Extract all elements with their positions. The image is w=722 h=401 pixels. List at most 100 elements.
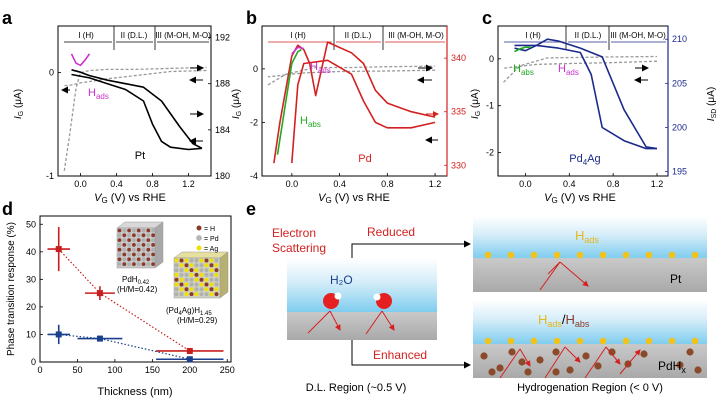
lattice-atom bbox=[199, 268, 204, 273]
electron-path bbox=[584, 346, 607, 379]
absorbed-h bbox=[566, 366, 574, 374]
pdhx-hads-habs-label: Hads/Habs bbox=[538, 312, 590, 329]
x-tick-label: 150 bbox=[145, 365, 160, 375]
lattice-atom bbox=[136, 262, 141, 266]
adsorbed-h bbox=[553, 337, 561, 345]
lattice-atom bbox=[146, 247, 151, 252]
lattice-atom bbox=[179, 277, 184, 282]
y-left-tick-label: -2 bbox=[486, 148, 494, 158]
lattice-atom bbox=[136, 257, 141, 262]
electron-path bbox=[307, 310, 331, 334]
enhanced-label: Enhanced bbox=[373, 348, 427, 362]
reduced-label: Reduced bbox=[367, 225, 415, 239]
adsorbed-h bbox=[668, 337, 676, 345]
electron-path bbox=[547, 261, 561, 275]
lattice-atom bbox=[132, 243, 136, 247]
y-tick-label: 40 bbox=[26, 247, 36, 257]
absorbed-h bbox=[694, 366, 702, 374]
lattice-atom bbox=[194, 258, 199, 263]
lattice-atom bbox=[122, 233, 127, 238]
panel-b-annotation-2: Habs bbox=[300, 115, 321, 129]
series-line-c-4 bbox=[514, 46, 531, 53]
y-right-tick-label: 180 bbox=[215, 171, 230, 181]
panel-d: d PdH0.42 (H/M=0.42) (Pd4Ag)H1.45 (H/M=0… bbox=[2, 199, 235, 398]
absorbed-h bbox=[686, 348, 694, 356]
panel-a: a I (H) II (D.L.) III (M-OH, M-O) 0.0 0.4… bbox=[2, 8, 230, 205]
absorbed-h bbox=[496, 364, 504, 372]
panel-a-region-1: I (H) bbox=[78, 31, 94, 40]
adsorbed-h bbox=[691, 337, 699, 345]
panel-a-annotation: Hads bbox=[88, 87, 109, 101]
absorbed-h bbox=[536, 356, 544, 364]
lattice-atom bbox=[179, 258, 184, 263]
lattice-atom bbox=[117, 257, 122, 262]
adsorbed-h bbox=[530, 337, 538, 345]
y-left-tick-label: -1 bbox=[486, 101, 494, 111]
panel-c-y2label: ISD (μA) bbox=[706, 87, 718, 121]
lattice-atom bbox=[151, 228, 156, 233]
x-tick-label: 0.8 bbox=[146, 179, 159, 189]
lattice-atom bbox=[127, 247, 131, 252]
hydrogenation-region-label: Hydrogenation Region (< 0 V) bbox=[517, 382, 663, 394]
panel-a-curves bbox=[62, 53, 207, 171]
panel-c-region-1: I (H) bbox=[525, 31, 541, 40]
lattice-atom bbox=[146, 262, 151, 266]
absorbed-h bbox=[488, 368, 496, 376]
series-line-b-3 bbox=[291, 59, 436, 164]
lattice-atom bbox=[194, 268, 199, 273]
pdhx-label: PdHx bbox=[658, 359, 686, 375]
lattice-atom bbox=[214, 292, 219, 297]
adsorbed-h bbox=[691, 251, 699, 259]
lattice-atom bbox=[189, 258, 194, 263]
legend-marker-pd bbox=[196, 235, 202, 241]
electron-scattering-title-1: Electron bbox=[272, 226, 316, 240]
y-right-tick-label: 188 bbox=[215, 79, 230, 89]
adsorbed-h bbox=[645, 337, 653, 345]
lattice-atom bbox=[146, 243, 151, 247]
pt-label: Pt bbox=[670, 272, 682, 286]
lattice-atom bbox=[174, 287, 179, 292]
lattice-atom bbox=[117, 228, 122, 233]
data-point bbox=[186, 356, 193, 363]
y-right-tick-label: 184 bbox=[215, 125, 230, 135]
lattice-atom bbox=[214, 287, 219, 292]
lattice-atom bbox=[194, 263, 199, 268]
lattice-atom bbox=[174, 292, 179, 297]
lattice-atom bbox=[174, 258, 179, 263]
lattice-atom bbox=[179, 272, 184, 277]
lattice-atom bbox=[151, 243, 156, 247]
panel-b-region-2: II (D.L.) bbox=[345, 31, 372, 40]
water-molecule bbox=[373, 293, 392, 309]
panel-e: e Electron Scattering H₂O D.L. Region (~… bbox=[246, 199, 707, 394]
panel-b-curves bbox=[267, 41, 436, 164]
electron-path bbox=[365, 310, 383, 335]
panel-a-ylabel: IG (μA) bbox=[13, 89, 25, 119]
lattice-atom bbox=[204, 268, 209, 273]
lattice-atom bbox=[174, 282, 179, 287]
lattice-atom bbox=[117, 252, 122, 257]
adsorbed-h bbox=[622, 251, 630, 259]
adsorbed-h bbox=[507, 337, 515, 345]
lattice-atom bbox=[204, 258, 209, 263]
y-left-tick-label: -4 bbox=[250, 171, 258, 181]
electron-path bbox=[381, 310, 395, 331]
x-tick-label: 0.8 bbox=[607, 179, 620, 189]
lattice-atom bbox=[189, 268, 194, 273]
lattice-atom bbox=[184, 282, 189, 287]
lattice-atom bbox=[132, 257, 136, 262]
lattice-atom bbox=[209, 272, 214, 277]
pdh-label: PdH0.42 bbox=[122, 275, 150, 286]
lattice-atom bbox=[117, 243, 122, 247]
lattice-atom bbox=[141, 238, 146, 243]
panel-a-frame bbox=[57, 25, 212, 177]
lattice-atom bbox=[127, 233, 131, 238]
y-left-tick-label: -1 bbox=[46, 171, 54, 181]
adsorbed-h bbox=[576, 337, 584, 345]
panel-c-ylabel: IG (μA) bbox=[470, 89, 482, 119]
data-point bbox=[55, 246, 62, 253]
y-right-tick-label: 340 bbox=[451, 53, 466, 63]
lattice-atom bbox=[117, 262, 122, 266]
y-tick-label: 0 bbox=[31, 357, 36, 367]
water-label: H₂O bbox=[330, 273, 353, 287]
y-left-tick-label: 0 bbox=[253, 64, 258, 74]
